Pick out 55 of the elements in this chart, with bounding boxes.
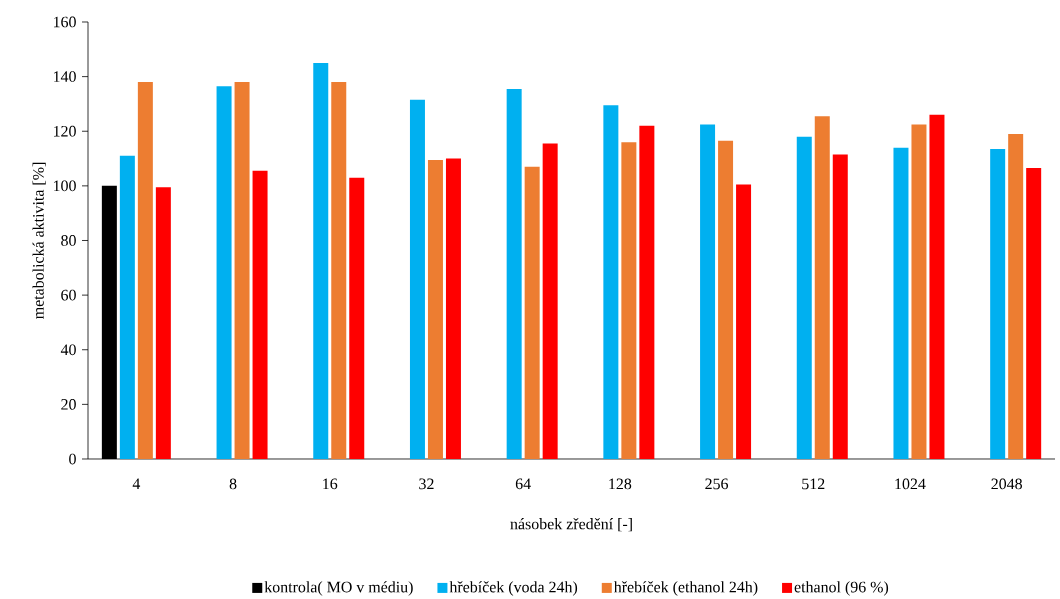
- bar: [331, 82, 347, 460]
- bar: [506, 89, 522, 460]
- x-axis-title: násobek zředění [-]: [510, 518, 632, 532]
- y-tick-label: 0: [69, 453, 76, 465]
- y-tick-label: 120: [53, 126, 76, 137]
- bar: [736, 184, 752, 460]
- x-tick-label: 4: [132, 478, 141, 490]
- bar: [814, 116, 830, 460]
- bar: [216, 86, 232, 460]
- bar: [313, 63, 329, 460]
- x-tick-label: 2048: [991, 478, 1022, 490]
- bar: [700, 124, 716, 460]
- bar: [893, 147, 909, 460]
- bar: [718, 140, 734, 460]
- bar: [137, 82, 153, 460]
- bar: [119, 156, 135, 460]
- bar: [1008, 134, 1024, 460]
- bar: [445, 158, 461, 460]
- bar: [796, 136, 812, 460]
- bar: [524, 166, 540, 460]
- y-tick-label: 40: [60, 344, 76, 356]
- y-tick-label: 160: [53, 16, 76, 28]
- bar: [349, 177, 365, 460]
- x-tick-label: 512: [802, 478, 825, 490]
- x-tick-label: 16: [323, 478, 338, 490]
- x-tick-label: 128: [609, 478, 632, 490]
- bar: [234, 82, 250, 460]
- y-tick-label: 20: [61, 399, 76, 410]
- bar: [542, 143, 558, 460]
- bar: [252, 171, 268, 460]
- bar: [832, 154, 848, 460]
- y-tick-label: 100: [53, 180, 76, 192]
- x-tick-label: 256: [705, 478, 729, 490]
- legend-label: ethanol (96 %): [794, 581, 889, 596]
- y-tick-label: 140: [53, 71, 76, 83]
- bar: [1026, 168, 1042, 460]
- y-tick-label: 60: [61, 289, 76, 301]
- y-axis-title: metabolická aktivita [%]: [32, 163, 46, 320]
- bar: [929, 115, 945, 460]
- x-tick-label: 64: [515, 478, 531, 490]
- legend-label: hřebíček (voda 24h): [449, 581, 578, 596]
- bar: [603, 105, 619, 460]
- legend-label: kontrola( MO v médiu): [264, 581, 413, 596]
- bar: [155, 187, 171, 460]
- legend-label: hřebíček (ethanol 24h): [613, 581, 758, 596]
- bar: [427, 160, 443, 460]
- x-tick-label: 32: [419, 478, 434, 490]
- x-tick-label: 1024: [895, 478, 926, 490]
- y-tick-label: 80: [61, 235, 76, 247]
- x-tick-label: 8: [229, 478, 237, 490]
- bar: [409, 100, 425, 460]
- bar: [639, 125, 655, 460]
- bar: [911, 124, 927, 460]
- bar: [990, 149, 1006, 460]
- bar: [621, 142, 637, 460]
